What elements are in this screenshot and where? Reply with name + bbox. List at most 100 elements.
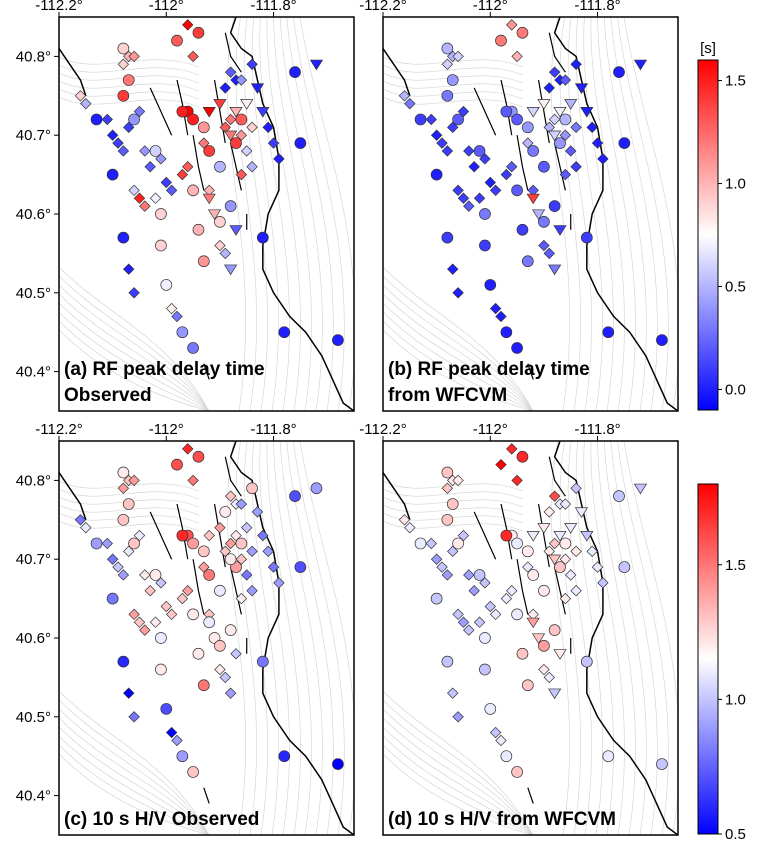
contour-line xyxy=(59,699,210,835)
station-circle xyxy=(452,113,464,126)
contour-line xyxy=(583,441,614,835)
station-diamond xyxy=(404,97,416,110)
station-diamond xyxy=(543,82,555,94)
station-triangle xyxy=(548,688,562,700)
station-diamond xyxy=(591,561,604,573)
colorbar-tick-label: 1.5 xyxy=(725,557,746,574)
station-diamond xyxy=(155,153,167,165)
station-diamond xyxy=(117,145,130,157)
contour-line xyxy=(610,441,658,835)
station-circle xyxy=(155,208,167,220)
station-circle xyxy=(106,592,119,605)
station-diamond xyxy=(165,608,178,621)
contour-line xyxy=(610,17,658,411)
station-diamond xyxy=(500,592,513,605)
station-markers xyxy=(398,443,668,778)
contour-line xyxy=(59,320,210,411)
station-triangle xyxy=(580,107,594,118)
fault-segment xyxy=(149,511,173,560)
contour-line xyxy=(59,744,210,835)
map-panel-b: -112.2° -112° -111.8° (b) RF peak delay tim… xyxy=(359,0,679,412)
station-circle xyxy=(294,561,307,573)
y-tick-label: 40.5° xyxy=(16,285,51,302)
station-diamond xyxy=(506,161,518,173)
contour-line xyxy=(597,441,636,835)
station-triangle xyxy=(633,483,648,495)
station-diamond xyxy=(538,239,550,252)
station-diamond xyxy=(489,726,502,739)
contour-line xyxy=(59,329,210,411)
topo-contours xyxy=(59,441,354,835)
colorbar-tick-label: 1.0 xyxy=(725,691,746,708)
station-circle xyxy=(479,663,491,676)
station-circle xyxy=(117,655,130,668)
station-triangle xyxy=(526,617,540,629)
station-diamond xyxy=(441,569,454,581)
station-circle xyxy=(446,498,459,510)
contour-line xyxy=(286,441,334,835)
station-diamond xyxy=(160,176,172,189)
station-diamond xyxy=(165,184,178,197)
station-diamond xyxy=(452,608,464,621)
station-diamond xyxy=(117,482,130,494)
station-diamond xyxy=(241,521,253,534)
fault-segment xyxy=(527,363,534,380)
contour-line xyxy=(259,17,290,411)
station-diamond xyxy=(214,239,226,252)
station-diamond xyxy=(522,561,534,573)
contour-line xyxy=(279,441,323,835)
panel-title: (c) 10 s H/V Observed xyxy=(64,809,259,830)
station-triangle xyxy=(229,107,243,118)
station-circle xyxy=(430,592,443,605)
contour-line xyxy=(243,441,268,835)
station-circle xyxy=(500,105,513,118)
station-circle xyxy=(521,545,534,558)
contour-line xyxy=(59,293,210,411)
station-diamond xyxy=(182,161,194,173)
station-triangle xyxy=(553,225,567,236)
station-diamond xyxy=(441,482,454,494)
station-circle xyxy=(246,482,258,495)
contour-line xyxy=(59,717,210,835)
station-diamond xyxy=(484,176,496,189)
station-diamond xyxy=(80,97,92,110)
station-circle xyxy=(511,113,523,126)
station-circle xyxy=(235,113,248,126)
station-diamond xyxy=(457,616,470,628)
station-diamond xyxy=(570,545,582,558)
station-diamond xyxy=(586,545,598,558)
station-diamond xyxy=(74,514,87,526)
contour-line xyxy=(590,441,625,835)
station-circle xyxy=(618,561,631,573)
station-diamond xyxy=(565,569,577,581)
contour-line xyxy=(59,735,210,835)
contour-line xyxy=(383,311,534,411)
panel-title: (b) RF peak delay time xyxy=(388,359,590,380)
station-diamond xyxy=(165,302,178,315)
contour-line xyxy=(59,311,210,411)
station-circle xyxy=(484,703,497,715)
contour-line xyxy=(583,17,614,411)
station-circle xyxy=(430,168,443,181)
station-triangle xyxy=(564,523,578,534)
station-circle xyxy=(495,34,507,47)
contour-line xyxy=(383,320,534,411)
fault-traces xyxy=(59,17,354,411)
station-circle xyxy=(187,184,199,197)
station-diamond xyxy=(463,145,475,157)
contour-line xyxy=(383,504,524,516)
station-diamond xyxy=(447,687,459,699)
station-diamond xyxy=(219,545,231,558)
station-diamond xyxy=(182,19,194,31)
station-diamond xyxy=(112,561,124,573)
station-triangle xyxy=(207,209,222,221)
station-circle xyxy=(160,703,173,715)
colorbar-gradient xyxy=(697,59,719,411)
station-diamond xyxy=(404,521,416,534)
station-diamond xyxy=(452,50,464,63)
station-circle xyxy=(511,537,523,550)
station-diamond xyxy=(441,58,454,70)
station-diamond xyxy=(182,443,194,455)
station-circle xyxy=(278,750,291,763)
contour-line xyxy=(226,17,247,411)
